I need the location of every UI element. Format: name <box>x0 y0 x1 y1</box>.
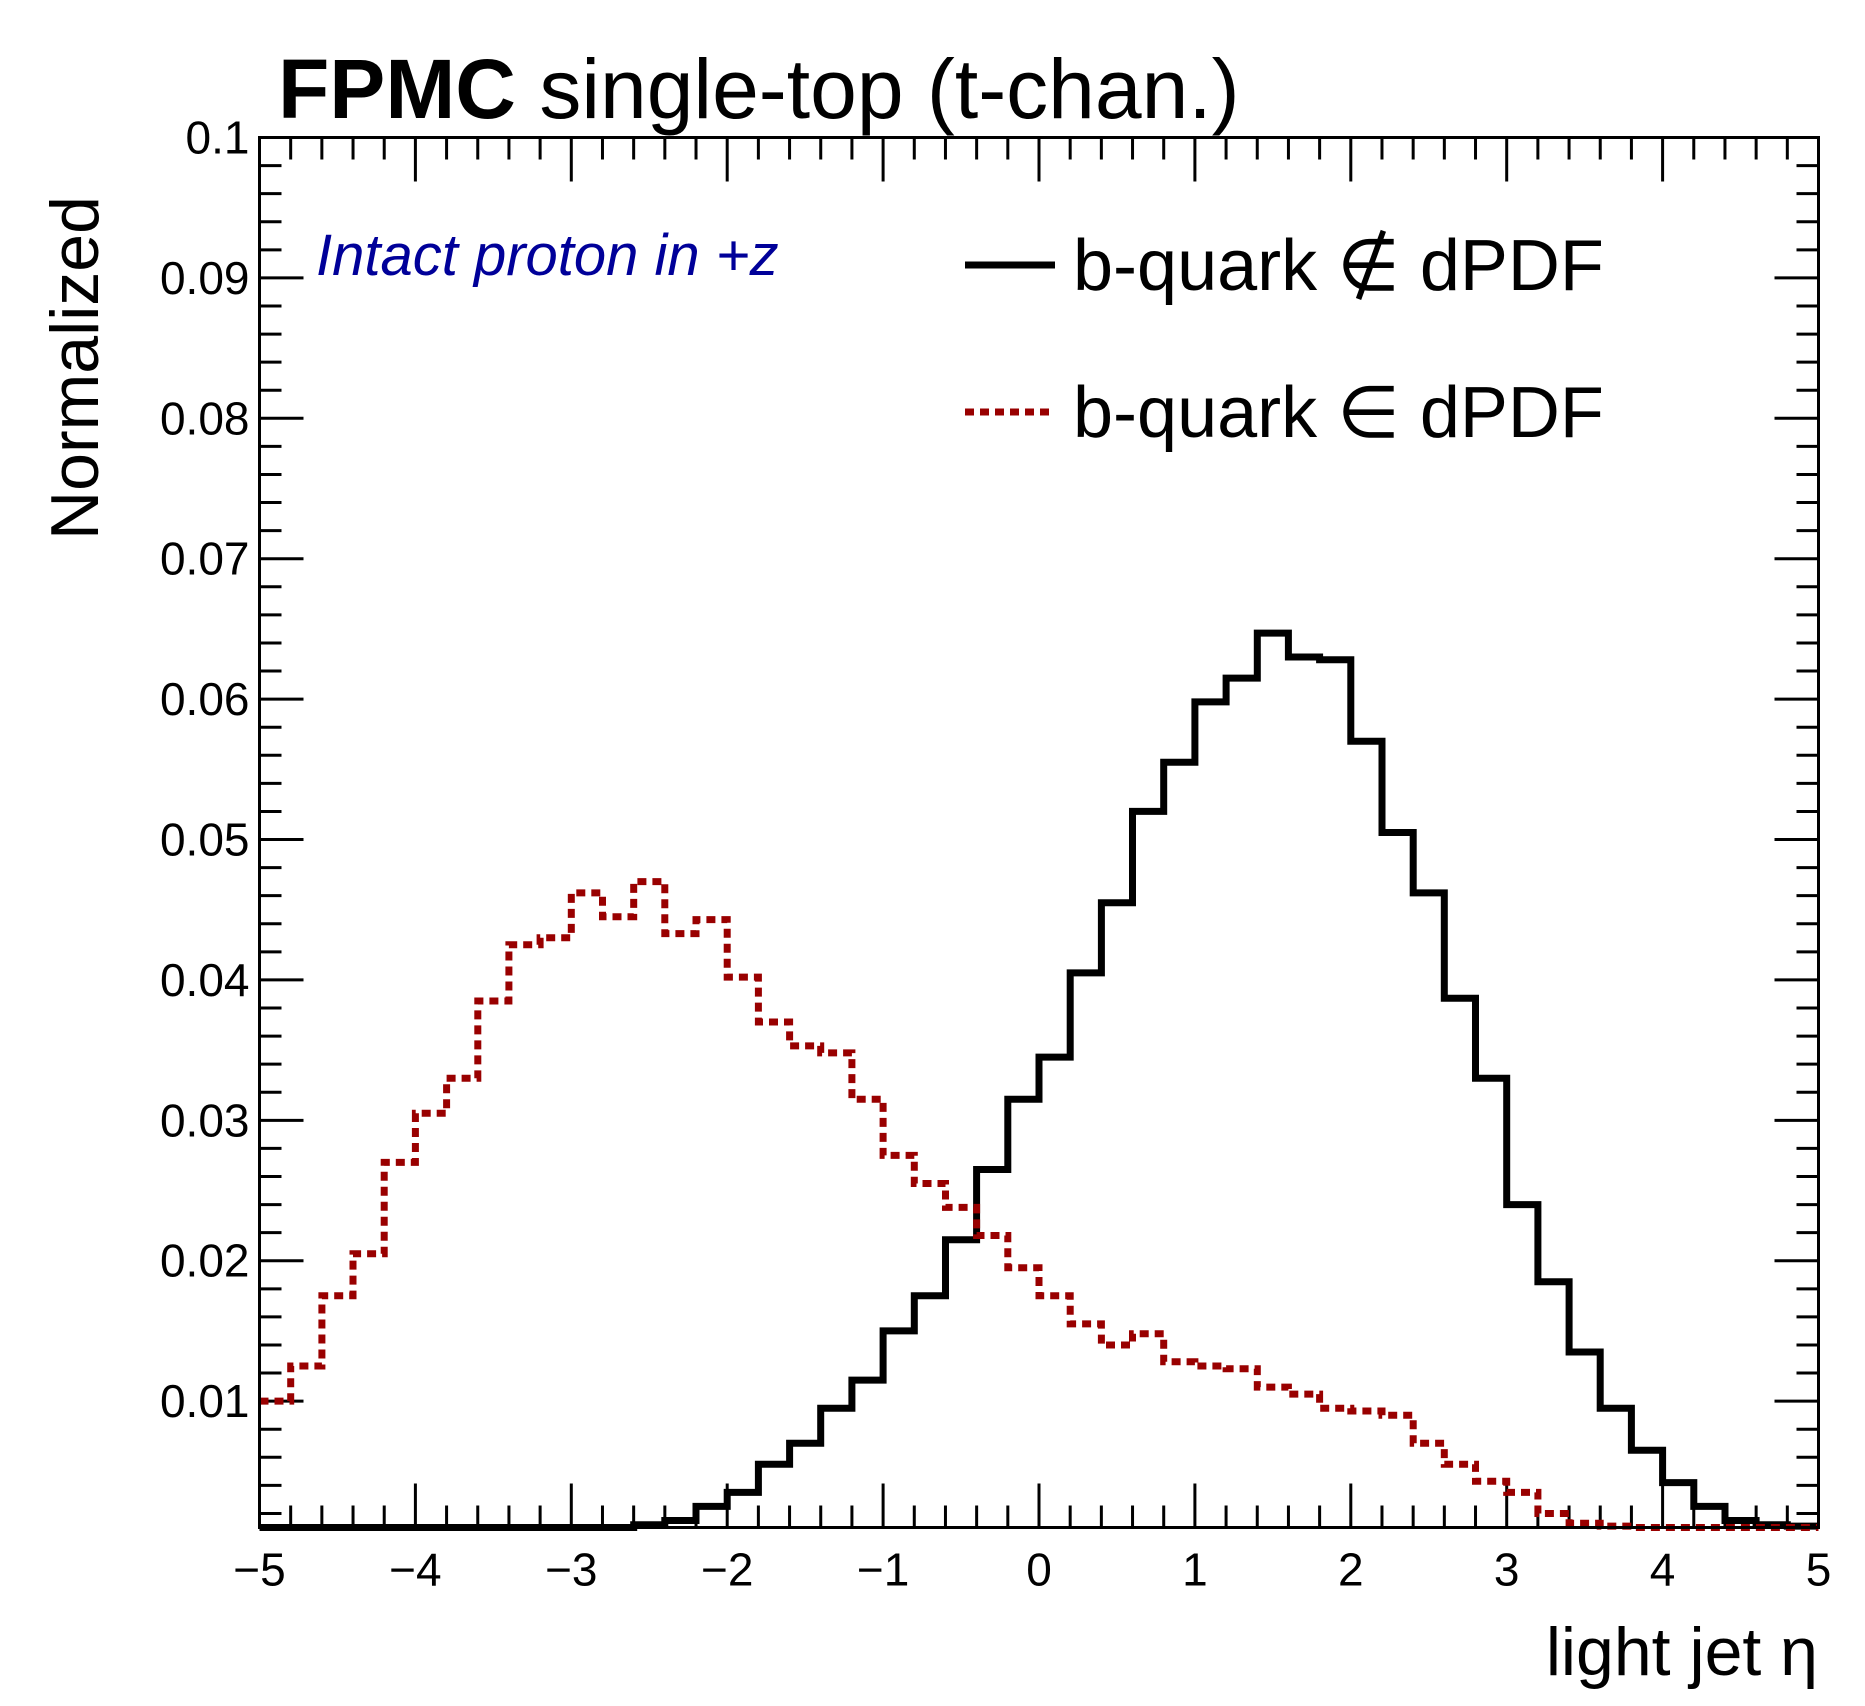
series-line-1 <box>259 878 1819 1531</box>
y-tick-label: 0.02 <box>160 1235 250 1287</box>
chart-title: FPMC single-top (t-chan.) <box>278 42 1240 136</box>
chart-title-bold: FPMC <box>278 42 516 136</box>
x-tick-label: −5 <box>233 1544 285 1596</box>
x-tick-label: 0 <box>1026 1544 1052 1596</box>
y-tick-label: 0.03 <box>160 1094 250 1146</box>
series-line-0 <box>259 629 1819 1531</box>
y-tick-label: 0.07 <box>160 533 250 585</box>
plot-frame <box>258 136 1820 1529</box>
y-tick-label: 0.08 <box>160 392 250 444</box>
annotation-intact-proton: Intact proton in +z <box>316 223 779 288</box>
y-tick-label: 0.01 <box>160 1375 250 1427</box>
y-tick-label: 0.04 <box>160 954 250 1006</box>
axis-ticks <box>258 136 1820 1528</box>
x-tick-label: −2 <box>701 1544 753 1596</box>
chart-title-rest: single-top (t-chan.) <box>516 42 1240 136</box>
x-tick-label: −3 <box>545 1544 597 1596</box>
series-layer <box>259 629 1819 1531</box>
y-axis-label: Normalized <box>37 196 113 540</box>
legend-label-b-in-dpdf: b-quark ∈ dPDF <box>1073 373 1604 453</box>
y-tick-label: 0.09 <box>160 252 250 304</box>
x-axis-label: light jet η <box>1546 1614 1818 1690</box>
x-tick-label: 3 <box>1494 1544 1520 1596</box>
y-tick-label: 0.1 <box>186 112 250 164</box>
x-tick-label: −1 <box>857 1544 909 1596</box>
legend-label-b-not-in-dpdf: b-quark ∉ dPDF <box>1073 226 1604 306</box>
y-tick-label: 0.05 <box>160 814 250 866</box>
x-tick-label: 4 <box>1650 1544 1676 1596</box>
x-tick-label: 5 <box>1806 1544 1832 1596</box>
legend: b-quark ∉ dPDF b-quark ∈ dPDF <box>965 226 1604 453</box>
x-tick-label: 1 <box>1182 1544 1208 1596</box>
x-tick-label: −4 <box>389 1544 441 1596</box>
axis-tick-labels: −5 −4 −3 −2 −1 0 1 2 3 4 5 0.01 0.02 0.03 0.04 0.05 0.06… <box>160 112 1831 1596</box>
x-tick-label: 2 <box>1338 1544 1364 1596</box>
y-tick-label: 0.06 <box>160 673 250 725</box>
